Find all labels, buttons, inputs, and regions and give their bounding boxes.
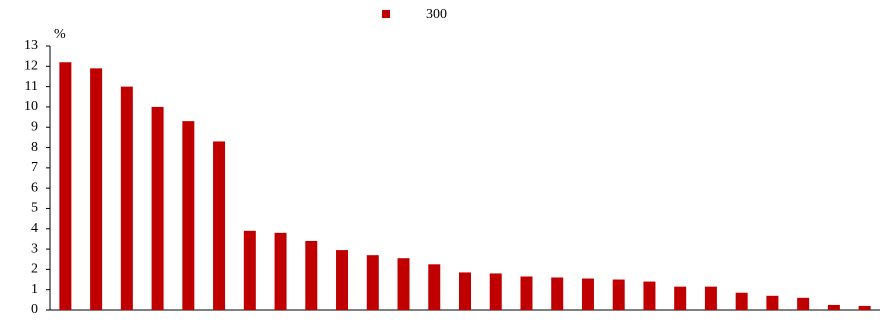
bar [336,250,349,310]
y-tick-label: 11 [25,79,38,94]
legend-label: 300 [426,7,447,22]
bar [674,286,687,310]
bar [551,277,564,310]
bar [797,297,810,310]
y-tick-label: 8 [31,140,38,155]
bar [151,106,164,310]
bar [489,273,502,310]
bar [428,264,441,310]
y-tick-label: 5 [31,201,38,216]
bar [366,255,379,310]
y-tick-label: 4 [31,221,38,236]
y-tick-label: 6 [31,180,38,195]
bar [182,121,195,310]
bar [704,286,717,310]
bar [520,276,533,310]
y-tick-label: 7 [31,160,38,175]
y-tick-label: 10 [24,99,38,114]
bar [858,305,871,310]
bar [581,278,594,310]
y-tick-label: 3 [31,241,38,256]
bar [274,232,287,310]
bar [612,279,625,310]
bar [305,240,318,310]
bar [643,281,656,310]
bar [120,86,133,310]
bar [827,304,840,310]
y-tick-label: 9 [31,119,38,134]
y-tick-label: 12 [24,59,38,74]
legend-swatch [382,10,390,18]
y-tick-label: 0 [31,302,38,317]
bar [735,292,748,310]
bar [459,272,471,310]
bar [90,68,103,310]
bar [243,230,256,310]
bar [59,62,72,310]
y-tick-label: 13 [24,38,38,53]
bar [766,295,779,310]
bar [213,141,226,310]
y-unit-label: % [54,27,66,42]
bar [397,258,410,310]
y-tick-label: 2 [31,262,38,277]
y-tick-label: 1 [31,282,38,297]
